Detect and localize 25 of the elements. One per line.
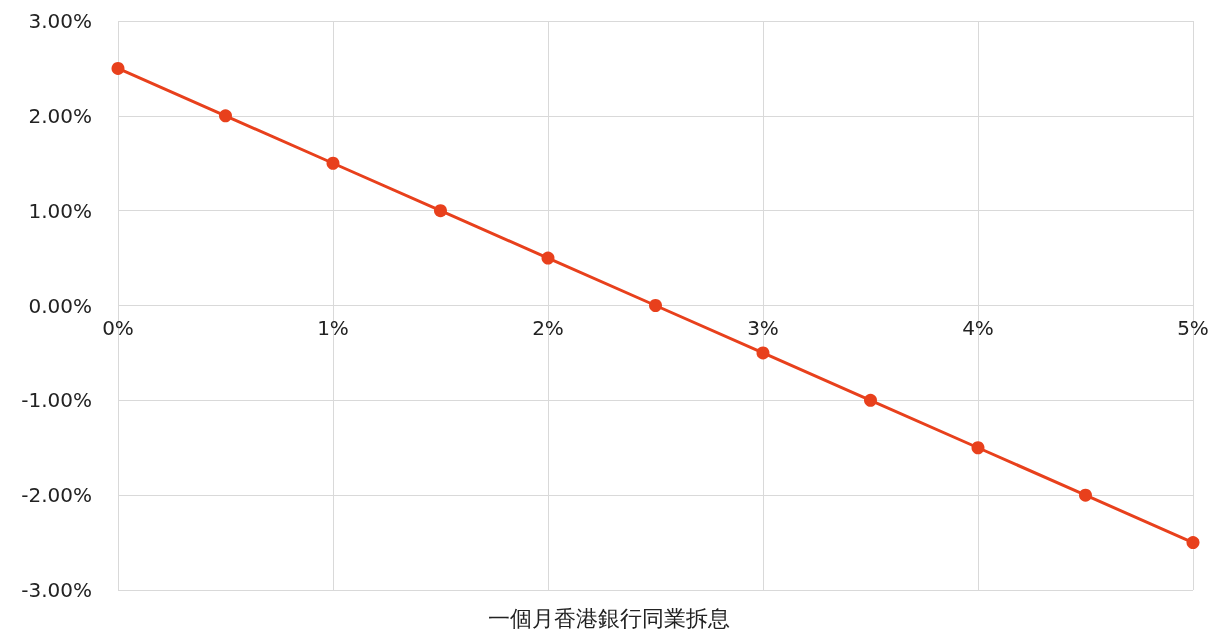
point xyxy=(864,393,877,407)
point xyxy=(649,299,662,312)
y-tick-label: 2.00% xyxy=(28,103,92,128)
point xyxy=(1079,488,1092,502)
point xyxy=(219,109,232,123)
x-tick-label: 0% xyxy=(102,315,134,340)
y-tick-label: -1.00% xyxy=(21,388,92,413)
point xyxy=(971,441,985,455)
x-axis-title: 一個月香港銀行同業拆息 xyxy=(487,605,730,631)
point xyxy=(434,204,447,218)
y-tick-label: 1.00% xyxy=(28,198,92,223)
point xyxy=(326,156,340,170)
x-tick-label: 5% xyxy=(1177,315,1209,340)
point xyxy=(1186,536,1200,550)
x-tick-label: 4% xyxy=(962,315,994,340)
x-tick-label: 3% xyxy=(747,315,779,340)
x-tick-label: 1% xyxy=(317,315,349,340)
y-tick-label: -3.00% xyxy=(21,578,92,602)
y-tick-label: 0.00% xyxy=(28,293,92,318)
x-tick-label: 2% xyxy=(532,315,564,340)
point xyxy=(756,346,770,360)
y-tick-label: 3.00% xyxy=(28,9,92,33)
y-tick-label: -2.00% xyxy=(21,483,92,508)
point xyxy=(541,251,555,265)
point xyxy=(111,61,125,75)
